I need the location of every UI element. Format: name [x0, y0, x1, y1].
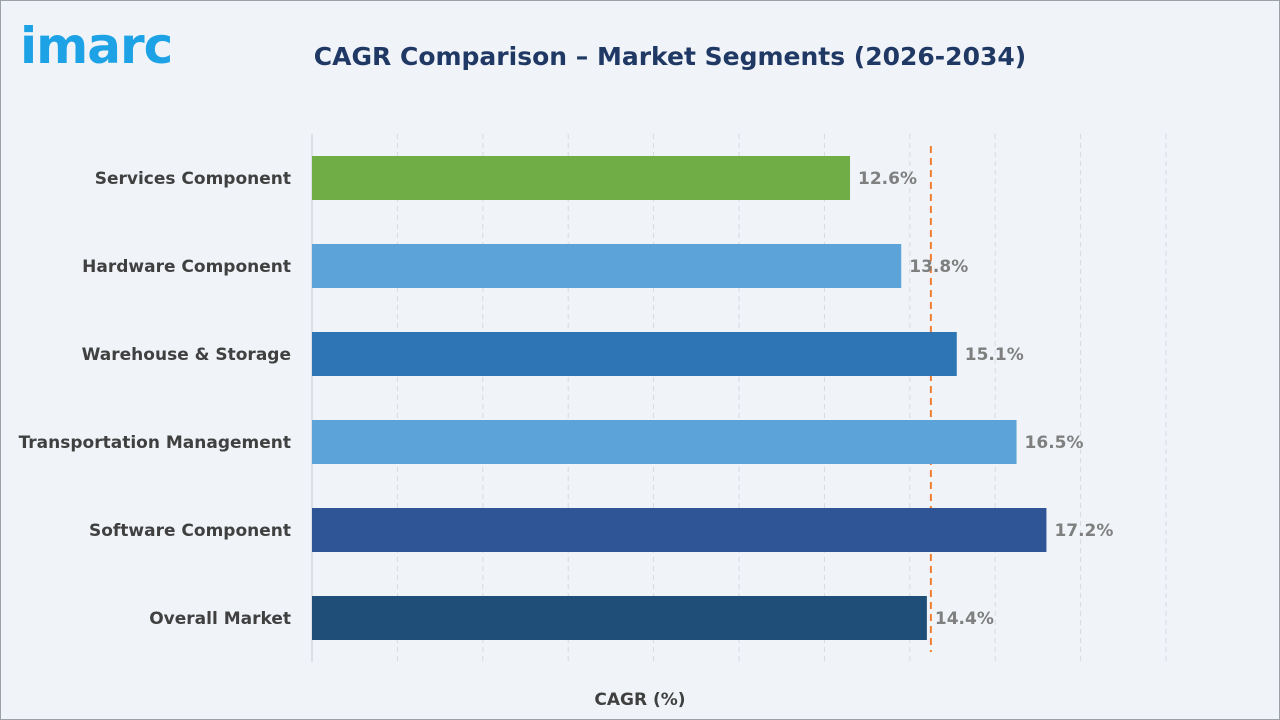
bar — [312, 420, 1017, 464]
gridlines — [311, 134, 1167, 662]
bar — [312, 596, 927, 640]
value-label: 14.4% — [935, 609, 994, 629]
value-labels: 12.6% 13.8% 15.1% 16.5% 17.2% 14.4% — [858, 169, 1113, 629]
bar — [312, 332, 957, 376]
chart-title: CAGR Comparison – Market Segments (2026-… — [313, 42, 1027, 71]
category-labels: Services Component Hardware Component Ware… — [19, 169, 291, 629]
category-label: Services Component — [95, 169, 291, 189]
value-label: 12.6% — [858, 169, 917, 189]
category-label: Warehouse & Storage — [82, 345, 291, 365]
imarc-logo: imarc — [20, 17, 173, 75]
bars — [312, 156, 1047, 640]
bar — [312, 156, 851, 200]
value-label: 13.8% — [909, 257, 968, 277]
bar — [312, 508, 1047, 552]
bar — [312, 244, 902, 288]
x-axis-title: CAGR (%) — [594, 690, 685, 710]
category-label: Hardware Component — [82, 257, 291, 277]
category-label: Transportation Management — [19, 433, 291, 453]
value-label: 15.1% — [965, 345, 1024, 365]
value-label: 16.5% — [1025, 433, 1084, 453]
category-label: Software Component — [89, 521, 291, 541]
value-label: 17.2% — [1054, 521, 1113, 541]
category-label: Overall Market — [149, 609, 291, 629]
